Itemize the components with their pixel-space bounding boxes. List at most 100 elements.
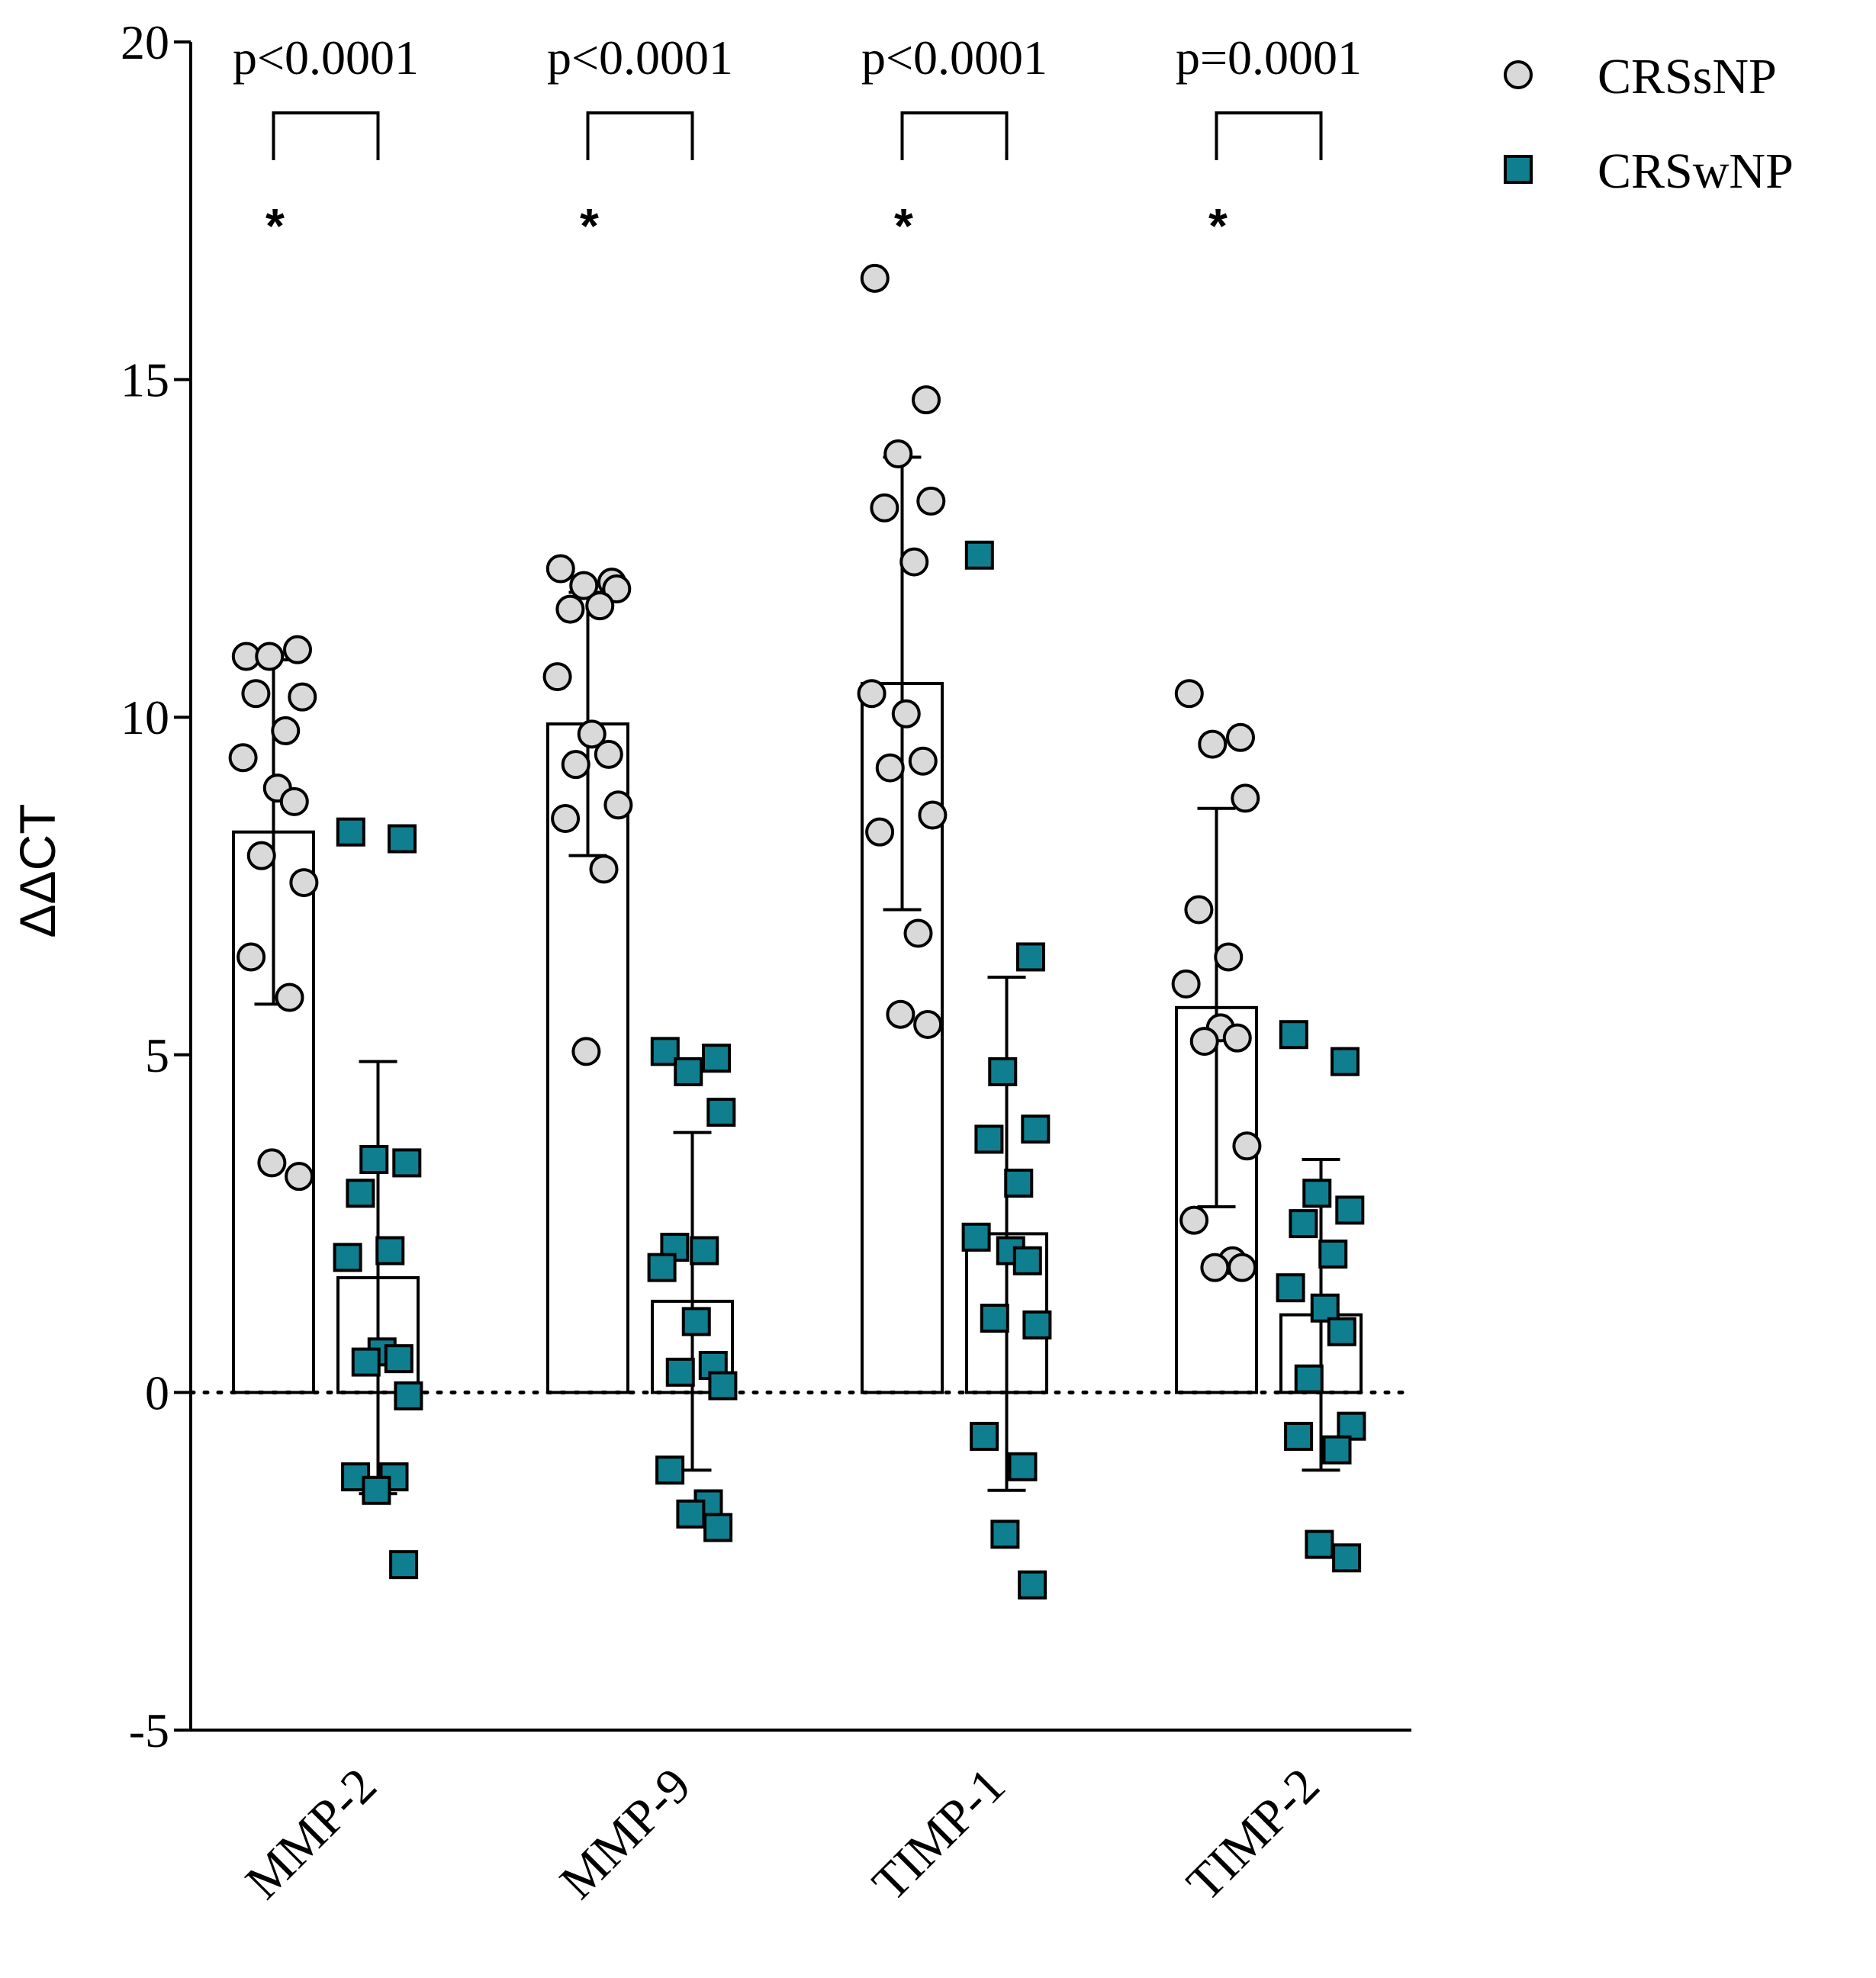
significance-star: *	[580, 198, 599, 253]
data-point-crswnp	[1331, 1047, 1360, 1076]
p-value-label: p<0.0001	[861, 31, 1047, 85]
data-point-crssnp	[603, 790, 633, 820]
points-layer	[228, 263, 1366, 1600]
significance-bracket	[1215, 111, 1323, 160]
data-point-crswnp	[362, 1475, 391, 1505]
data-point-crssnp	[913, 1009, 943, 1039]
data-point-crssnp	[1189, 1027, 1219, 1057]
data-point-crswnp	[980, 1304, 1009, 1333]
data-point-crswnp	[1018, 1570, 1047, 1600]
data-point-crssnp	[903, 918, 933, 948]
data-point-crssnp	[1228, 1253, 1257, 1282]
data-point-crssnp	[271, 716, 301, 745]
data-point-crssnp	[289, 868, 319, 898]
data-point-crswnp	[674, 1057, 703, 1086]
data-point-crssnp	[257, 1148, 287, 1178]
data-point-crswnp	[351, 1347, 381, 1377]
data-point-crswnp	[647, 1253, 677, 1282]
data-point-crswnp	[676, 1499, 706, 1529]
data-point-crswnp	[1276, 1273, 1305, 1303]
data-point-crssnp	[561, 750, 590, 780]
data-point-crssnp	[545, 554, 575, 584]
data-point-crssnp	[241, 679, 271, 709]
data-point-crswnp	[389, 1550, 419, 1580]
data-point-crssnp	[916, 486, 946, 516]
data-point-crswnp	[974, 1124, 1004, 1154]
significance-bracket	[272, 111, 380, 160]
legend-marker-crswnp	[1504, 155, 1533, 184]
data-point-crssnp	[279, 786, 309, 816]
data-point-crssnp	[569, 571, 599, 600]
data-point-crssnp	[1214, 942, 1244, 972]
x-tick-label-mmp-9: MMP-9	[549, 1758, 701, 1909]
data-point-crssnp	[577, 719, 607, 749]
data-point-crssnp	[594, 739, 623, 769]
data-point-crswnp	[1022, 1310, 1052, 1340]
data-point-crswnp	[375, 1236, 405, 1266]
x-tick-label-timp-2: TIMP-2	[1176, 1758, 1331, 1912]
data-point-crswnp	[961, 1222, 991, 1252]
data-point-crssnp	[275, 983, 304, 1012]
legend-label-crswnp: CRSwNP	[1598, 143, 1794, 199]
data-point-crssnp	[237, 942, 266, 972]
data-point-crswnp	[964, 540, 994, 570]
data-point-crssnp	[860, 263, 890, 293]
data-point-crswnp	[359, 1145, 389, 1175]
data-point-crssnp	[228, 743, 258, 773]
data-point-crswnp	[1310, 1293, 1340, 1323]
x-tick-label-mmp-2: MMP-2	[235, 1758, 387, 1909]
data-point-crswnp	[650, 1037, 680, 1066]
data-point-crswnp	[384, 1344, 413, 1374]
data-point-crswnp	[1318, 1239, 1348, 1269]
data-point-crswnp	[1012, 1246, 1042, 1275]
y-tick-label: 0	[145, 1365, 169, 1420]
y-axis-title: ΔΔCT	[9, 803, 66, 938]
data-point-crswnp	[346, 1179, 375, 1208]
data-point-crssnp	[1198, 729, 1228, 759]
annotations-layer: p<0.0001 * p<0.0001 * p<0.0001 * p=0.0001 *	[233, 31, 1362, 253]
data-point-crssnp	[899, 547, 929, 577]
significance-bracket	[586, 111, 694, 160]
data-point-crssnp	[1171, 969, 1201, 999]
y-tick-label: 10	[121, 690, 169, 745]
data-point-crswnp	[1305, 1529, 1334, 1559]
axes-layer: MMP-2 MMP-9 TIMP-1 TIMP-2 -5 0 5 10 15 20 ΔΔCT	[9, 15, 1411, 1912]
data-point-crssnp	[542, 662, 572, 692]
y-tick-label: 5	[145, 1028, 169, 1082]
data-point-crssnp	[886, 999, 915, 1029]
data-point-crssnp	[589, 854, 619, 884]
data-point-crssnp	[865, 817, 895, 847]
p-value-label: p=0.0001	[1176, 31, 1362, 85]
data-point-crssnp	[1231, 783, 1260, 813]
data-point-crswnp	[706, 1098, 736, 1127]
data-point-crswnp	[1294, 1364, 1324, 1394]
data-point-crssnp	[288, 682, 317, 712]
data-point-crswnp	[1279, 1020, 1308, 1050]
data-point-crswnp	[702, 1044, 731, 1073]
data-point-crswnp	[388, 824, 417, 854]
data-point-crswnp	[1008, 1452, 1038, 1481]
significance-star: *	[894, 198, 913, 253]
data-point-crssnp	[1200, 1253, 1230, 1282]
data-point-crswnp	[655, 1455, 685, 1485]
data-point-crswnp	[1284, 1421, 1314, 1451]
data-point-crswnp	[690, 1236, 719, 1266]
data-point-crssnp	[285, 1162, 314, 1192]
data-point-crswnp	[333, 1243, 362, 1272]
data-point-crssnp	[870, 493, 899, 523]
data-point-crssnp	[912, 385, 941, 415]
y-tick-label: -5	[129, 1703, 169, 1758]
data-point-crswnp	[708, 1371, 738, 1401]
data-point-crssnp	[555, 594, 585, 624]
data-point-crssnp	[908, 746, 938, 776]
data-point-crswnp	[392, 1148, 422, 1178]
data-point-crswnp	[1004, 1168, 1034, 1198]
data-point-crssnp	[246, 841, 276, 870]
data-point-crssnp	[255, 642, 285, 671]
data-point-crssnp	[1184, 895, 1214, 925]
data-point-crswnp	[1327, 1317, 1356, 1346]
data-point-crssnp	[1232, 1131, 1262, 1161]
data-point-crswnp	[394, 1381, 423, 1410]
data-point-crswnp	[970, 1421, 999, 1451]
